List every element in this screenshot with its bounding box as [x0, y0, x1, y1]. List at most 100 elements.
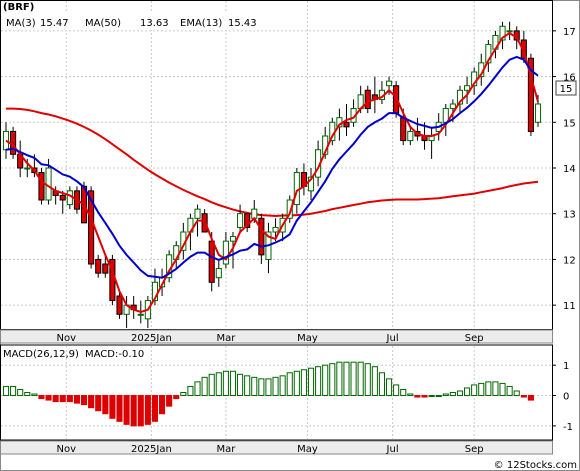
- macd-bar: [485, 381, 492, 397]
- candle-body: [59, 194, 66, 201]
- legend-ema13-value: 15.43: [228, 18, 257, 29]
- macd-bar: [222, 370, 229, 397]
- macd-bar: [24, 392, 31, 397]
- macd-x-tick-label: Mar: [216, 444, 236, 455]
- macd-bar: [393, 384, 400, 397]
- macd-bar: [151, 395, 159, 422]
- macd-bar: [130, 395, 137, 427]
- price-y-tick-label: 17: [563, 27, 576, 38]
- macd-bar: [251, 376, 258, 397]
- ticker-label: (BRF): [3, 2, 34, 13]
- candle-body: [464, 85, 471, 91]
- candle-body: [102, 263, 109, 274]
- macd-bar: [293, 370, 300, 397]
- macd-bar: [158, 395, 166, 415]
- ma-layer: [5, 31, 539, 314]
- macd-bar: [229, 370, 237, 397]
- macd-bar: [265, 378, 272, 397]
- macd-bar: [73, 395, 80, 404]
- macd-y-tick-label: -1: [563, 422, 573, 433]
- macd-x-axis: [0, 440, 553, 455]
- macd-y-tick-label: 0: [563, 392, 569, 403]
- macd-bars: [2, 361, 534, 427]
- macd-bar: [237, 373, 244, 397]
- candle-body: [456, 89, 464, 105]
- macd-bar: [194, 381, 201, 397]
- macd-bar: [187, 385, 194, 397]
- watermark: © 12Stocks.com: [494, 460, 577, 471]
- macd-x-ticks: Nov 2025Jan Mar May Jul Sep: [57, 444, 484, 455]
- macd-bar: [208, 373, 215, 397]
- candle-body: [251, 208, 258, 219]
- macd-bar: [52, 395, 59, 403]
- macd-bar: [442, 393, 449, 397]
- macd-bar: [66, 395, 73, 403]
- macd-x-tick-label: Jul: [386, 444, 399, 455]
- candle-body: [499, 25, 506, 41]
- macd-bar: [80, 395, 88, 406]
- candle-body: [407, 130, 414, 142]
- candle-body: [95, 258, 102, 274]
- macd-bar: [414, 395, 421, 398]
- macd-bar: [527, 395, 534, 401]
- macd-legend: MACD(26,12,9) MACD:-0.10: [3, 349, 144, 360]
- candle-body: [307, 176, 315, 192]
- candle-body: [506, 30, 513, 33]
- price-y-tick-label: 15: [563, 118, 576, 129]
- current-price-box: [555, 80, 577, 96]
- macd-bar: [173, 395, 180, 400]
- candle-body: [343, 121, 350, 128]
- price-x-tick-label: 2025Jan: [131, 333, 172, 344]
- macd-bar: [471, 384, 478, 397]
- macd-bar: [95, 395, 102, 412]
- price-y-tick-label: 11: [563, 301, 576, 312]
- macd-y-ticks: 1 0 -1: [552, 361, 573, 433]
- macd-bar: [109, 395, 116, 419]
- price-y-tick-label: 16: [563, 73, 576, 84]
- macd-bar: [244, 375, 251, 397]
- macd-bar: [400, 388, 407, 397]
- candle-body: [400, 117, 407, 142]
- legend-ma3-label: MA(3): [6, 18, 36, 29]
- current-price-label: 15: [560, 84, 573, 95]
- macd-x-tick-label: Sep: [465, 444, 484, 455]
- candle-body: [485, 44, 492, 64]
- candle-body: [208, 240, 215, 283]
- macd-bar: [378, 372, 386, 397]
- macd-bar: [144, 395, 151, 425]
- candle-body: [527, 57, 534, 132]
- candle-body: [244, 213, 251, 228]
- price-x-tick-label: Jul: [386, 333, 399, 344]
- macd-bar: [456, 390, 464, 397]
- ma50-line: [6, 107, 539, 218]
- macd-bar: [279, 375, 286, 397]
- macd-bar: [435, 395, 442, 398]
- macd-legend-value: MACD:-0.10: [85, 349, 144, 360]
- price-x-axis: [0, 329, 553, 344]
- macd-bar: [180, 392, 187, 397]
- macd-bar: [478, 382, 485, 397]
- candle-body: [364, 89, 371, 110]
- ema13-line: [5, 55, 539, 279]
- candle-body: [258, 217, 265, 256]
- candle-body: [222, 240, 229, 265]
- macd-bar: [10, 385, 17, 397]
- price-panel: [0, 0, 553, 330]
- macd-bar: [385, 378, 393, 397]
- macd-x-tick-label: May: [297, 444, 318, 455]
- candle-body: [272, 226, 279, 233]
- macd-bar: [464, 387, 471, 397]
- macd-bar: [350, 361, 357, 397]
- price-y-tick-label: 12: [563, 255, 576, 266]
- candle-body: [215, 268, 222, 279]
- macd-x-tick-label: Nov: [57, 444, 77, 455]
- legend-background: [2, 12, 254, 30]
- macd-bar: [322, 364, 329, 397]
- macd-bar: [17, 388, 24, 397]
- macd-bar: [357, 361, 364, 397]
- macd-bar: [286, 372, 293, 397]
- macd-bar: [315, 366, 322, 397]
- candle-body: [385, 80, 393, 87]
- legend-ma3-value: 15.47: [40, 18, 69, 29]
